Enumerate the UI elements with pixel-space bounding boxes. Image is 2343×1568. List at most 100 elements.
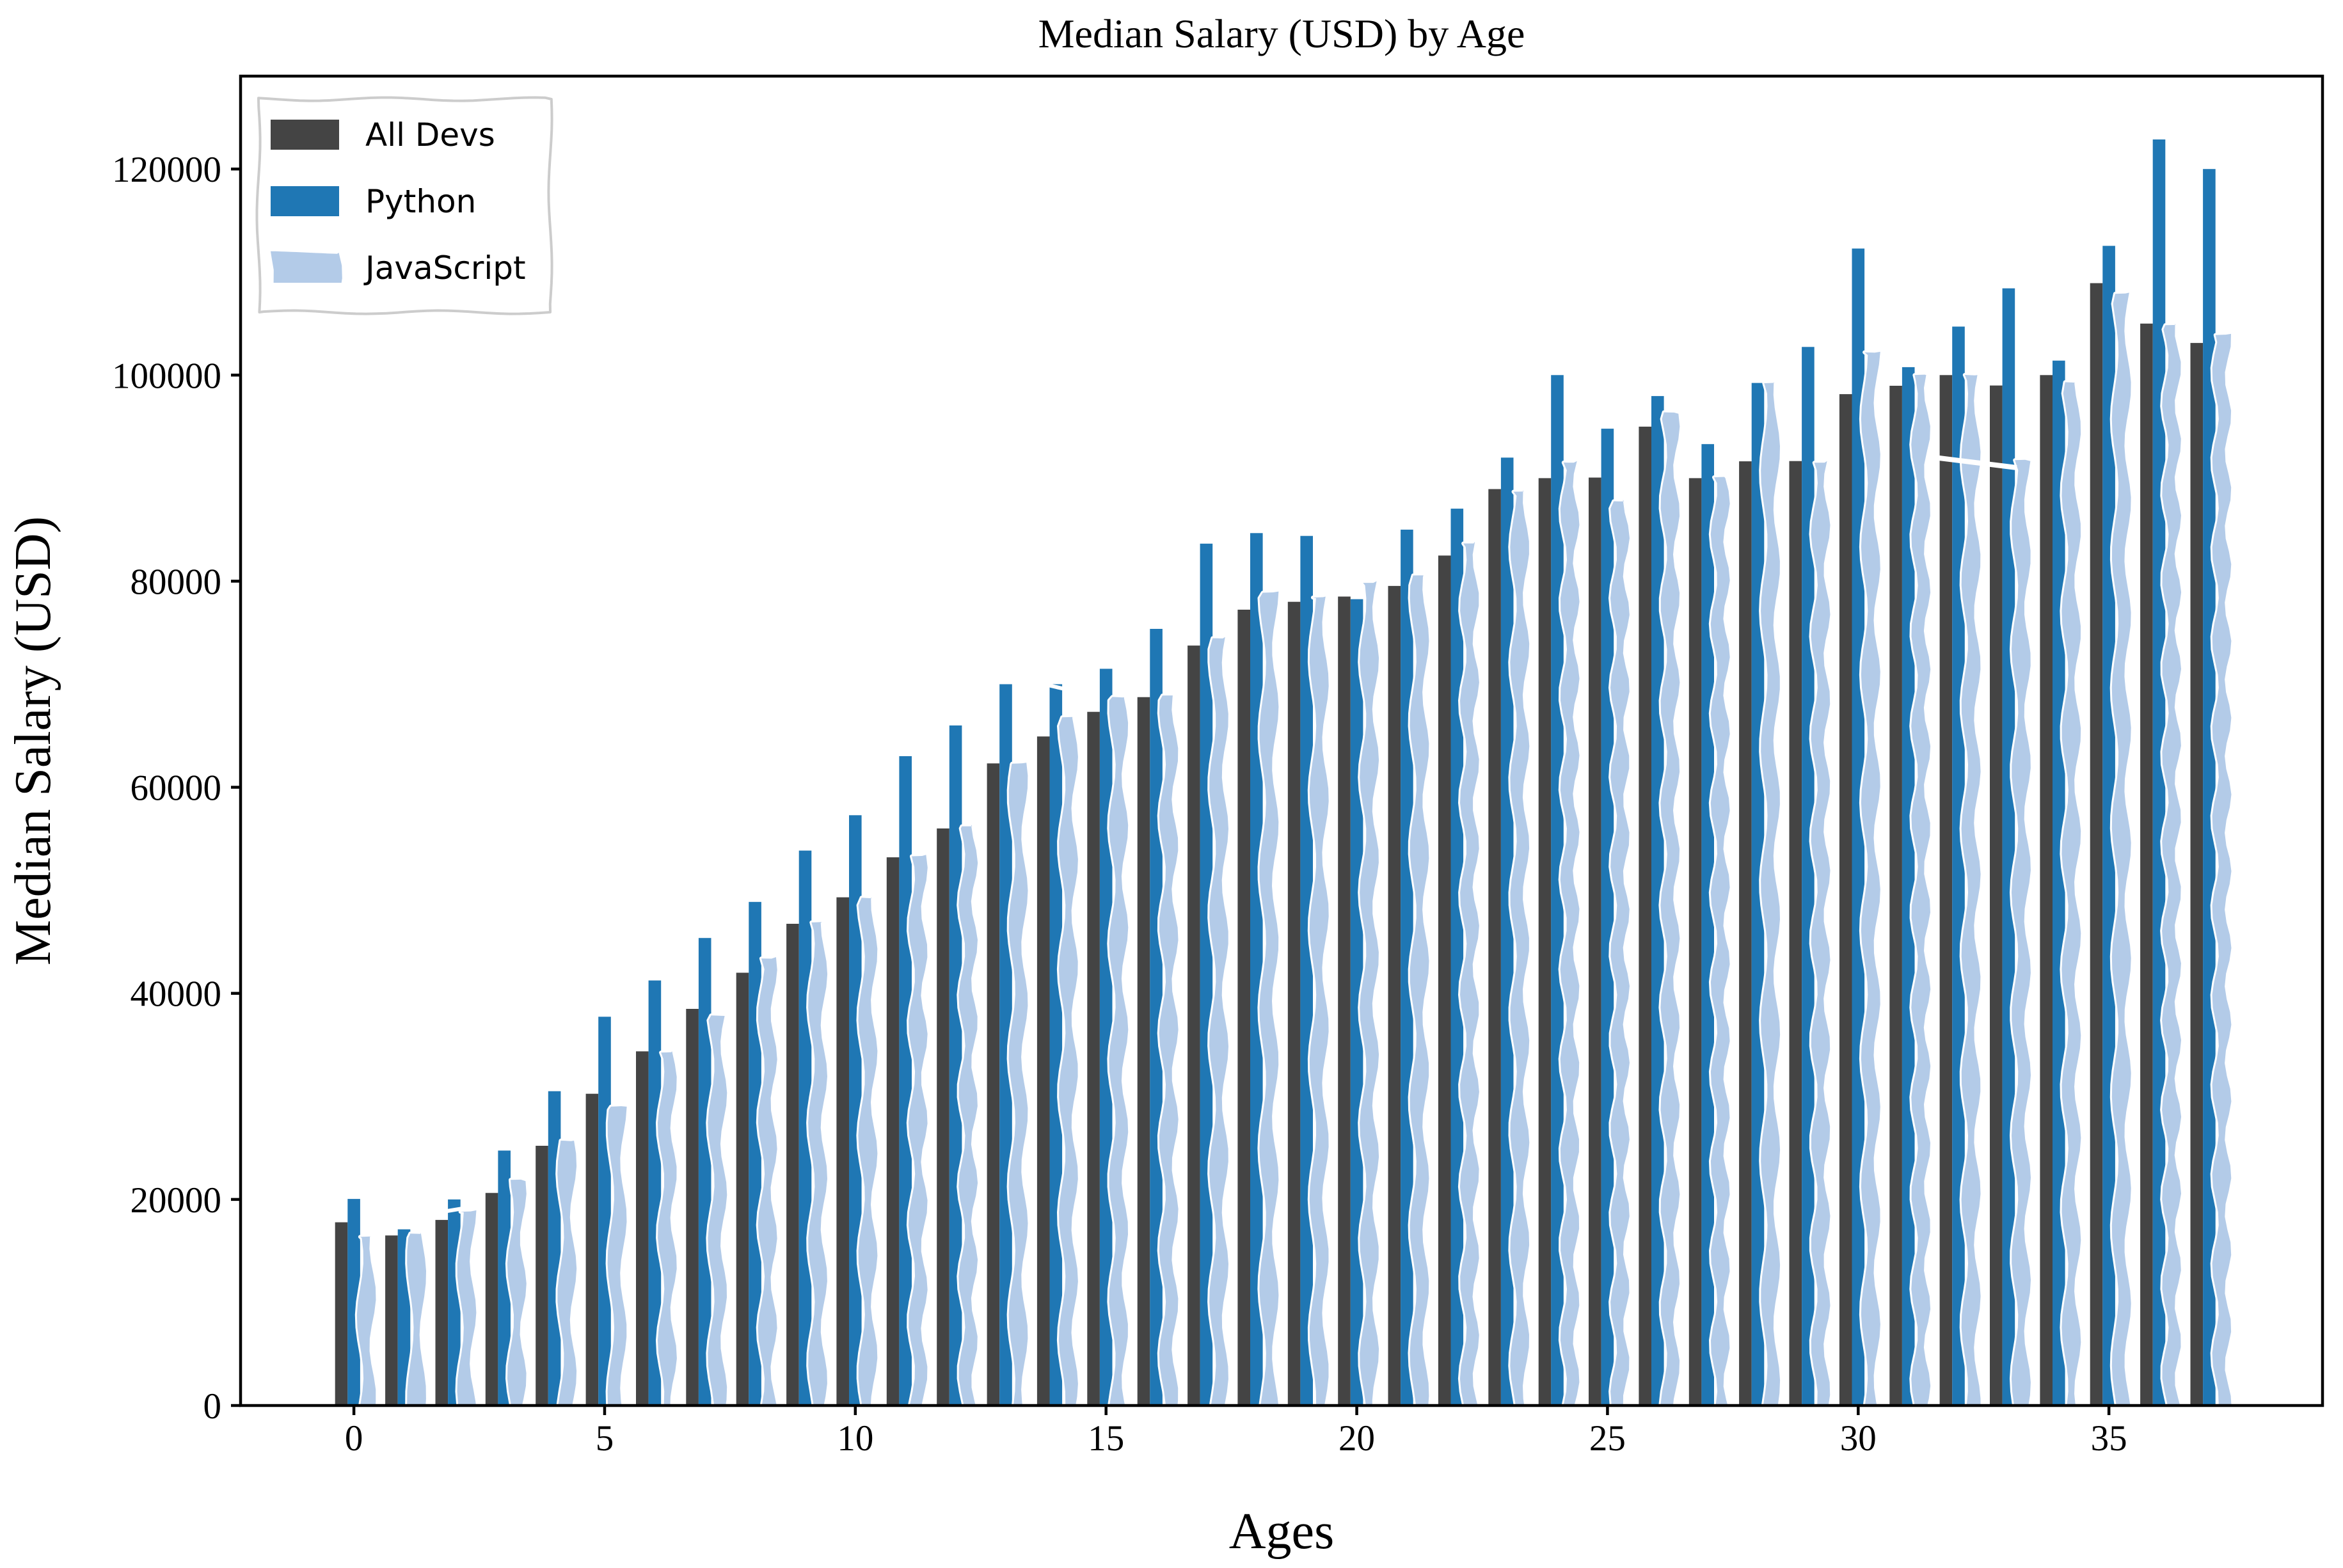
bar-all-devs-27 [1688, 478, 1702, 1406]
bar-javascript-37 [2210, 331, 2234, 1406]
bar-all-devs-24 [1538, 478, 1552, 1406]
bar-javascript-2 [455, 1208, 479, 1406]
bar-javascript-0 [354, 1234, 378, 1406]
legend-swatch-javascript [271, 251, 342, 283]
x-tick-label: 15 [1088, 1418, 1124, 1459]
bar-all-devs-28 [1739, 461, 1752, 1406]
bar-javascript-35 [2109, 290, 2133, 1406]
bar-javascript-12 [957, 823, 980, 1406]
x-tick-label: 35 [2091, 1418, 2127, 1459]
bar-python-7 [698, 938, 711, 1406]
bar-all-devs-18 [1237, 610, 1250, 1406]
bar-javascript-24 [1558, 459, 1582, 1406]
bar-python-4 [548, 1091, 561, 1406]
y-tick-label: 60000 [131, 768, 222, 809]
legend-label-python: Python [365, 183, 476, 220]
bar-all-devs-12 [937, 828, 949, 1406]
bar-all-devs-33 [1990, 385, 2003, 1406]
sketch-stroke-artifacts [447, 455, 2017, 1213]
legend: All Devs Python JavaScript [255, 96, 553, 315]
bar-all-devs-17 [1187, 645, 1200, 1406]
bar-all-devs-7 [686, 1009, 699, 1406]
bar-all-devs-35 [2090, 283, 2103, 1406]
plot-border [239, 74, 2324, 1407]
legend-swatch-all-devs [271, 120, 339, 150]
y-tick-label: 100000 [112, 356, 221, 396]
bar-python-13 [999, 684, 1012, 1406]
y-tick-label: 20000 [131, 1180, 222, 1221]
bar-all-devs-1 [385, 1235, 398, 1406]
bar-javascript-8 [756, 955, 779, 1406]
bar-all-devs-8 [736, 972, 749, 1406]
bar-all-devs-22 [1438, 555, 1451, 1406]
bar-javascript-23 [1508, 488, 1532, 1406]
bar-javascript-34 [2060, 380, 2083, 1406]
bar-javascript-3 [505, 1177, 528, 1406]
x-tick-label: 20 [1338, 1418, 1375, 1459]
bar-javascript-26 [1658, 410, 1682, 1406]
bar-javascript-31 [1909, 372, 1933, 1406]
bar-all-devs-36 [2140, 323, 2153, 1406]
legend-swatch-python [271, 186, 339, 216]
bar-javascript-30 [1859, 349, 1882, 1406]
bar-all-devs-32 [1939, 375, 1953, 1406]
bar-javascript-14 [1056, 715, 1080, 1406]
bar-all-devs-25 [1589, 477, 1601, 1406]
bar-all-devs-5 [585, 1093, 599, 1406]
bar-python-14 [1049, 684, 1063, 1406]
bar-all-devs-37 [2190, 343, 2204, 1406]
y-tick-label: 120000 [112, 150, 221, 190]
bar-javascript-25 [1608, 498, 1632, 1406]
bar-javascript-6 [656, 1049, 679, 1406]
bar-all-devs-14 [1036, 736, 1050, 1406]
bar-javascript-27 [1708, 475, 1732, 1406]
bar-javascript-13 [1006, 761, 1030, 1406]
bar-all-devs-29 [1789, 461, 1802, 1406]
bar-javascript-36 [2160, 321, 2184, 1406]
bar-all-devs-26 [1639, 426, 1651, 1406]
white-stroke-artifact [1047, 683, 1065, 691]
x-tick-label: 5 [596, 1418, 614, 1459]
bar-javascript-16 [1157, 693, 1180, 1406]
bar-javascript-5 [605, 1104, 629, 1406]
white-stroke-artifact [1934, 455, 2017, 470]
bar-python-23 [1500, 457, 1514, 1406]
bar-javascript-15 [1107, 695, 1131, 1406]
y-tick-label: 40000 [131, 974, 222, 1015]
bar-javascript-21 [1408, 573, 1431, 1406]
bar-all-devs-10 [836, 897, 849, 1406]
bar-javascript-22 [1457, 539, 1481, 1406]
bar-python-0 [347, 1199, 360, 1406]
x-tick-label: 0 [345, 1418, 363, 1459]
bar-all-devs-23 [1488, 489, 1501, 1406]
bar-python-21 [1401, 529, 1413, 1406]
bar-all-devs-2 [435, 1219, 449, 1406]
axes-layer: 0 5 10 15 20 25 30 35 0 20000 40000 60000 80000 10000… [112, 74, 2324, 1459]
bar-python-25 [1601, 429, 1614, 1406]
bar-javascript-9 [806, 920, 830, 1406]
y-axis-label: Median Salary (USD) [5, 516, 61, 965]
x-axis-label: Ages [1229, 1503, 1334, 1560]
bar-all-devs-31 [1889, 386, 1902, 1406]
bar-all-devs-13 [987, 763, 1000, 1406]
bar-javascript-17 [1207, 635, 1230, 1406]
bar-javascript-32 [1959, 373, 1983, 1406]
bar-javascript-20 [1358, 579, 1381, 1406]
bar-javascript-19 [1307, 594, 1331, 1406]
bar-python-36 [2152, 139, 2166, 1406]
bar-python-15 [1099, 669, 1113, 1406]
bar-all-devs-4 [536, 1146, 548, 1406]
bar-all-devs-16 [1137, 697, 1150, 1406]
bar-all-devs-0 [335, 1222, 348, 1406]
bar-python-5 [598, 1017, 611, 1406]
x-tick-label: 10 [837, 1418, 873, 1459]
chart-title: Median Salary (USD) by Age [1038, 11, 1525, 56]
bar-all-devs-11 [886, 857, 900, 1406]
bar-all-devs-20 [1338, 596, 1351, 1406]
bar-javascript-11 [906, 853, 930, 1406]
bar-all-devs-15 [1087, 711, 1100, 1406]
x-tick-label: 25 [1589, 1418, 1626, 1459]
bar-javascript-29 [1809, 459, 1832, 1406]
white-stroke-artifact [447, 1207, 463, 1213]
y-tick-label: 0 [203, 1386, 222, 1427]
